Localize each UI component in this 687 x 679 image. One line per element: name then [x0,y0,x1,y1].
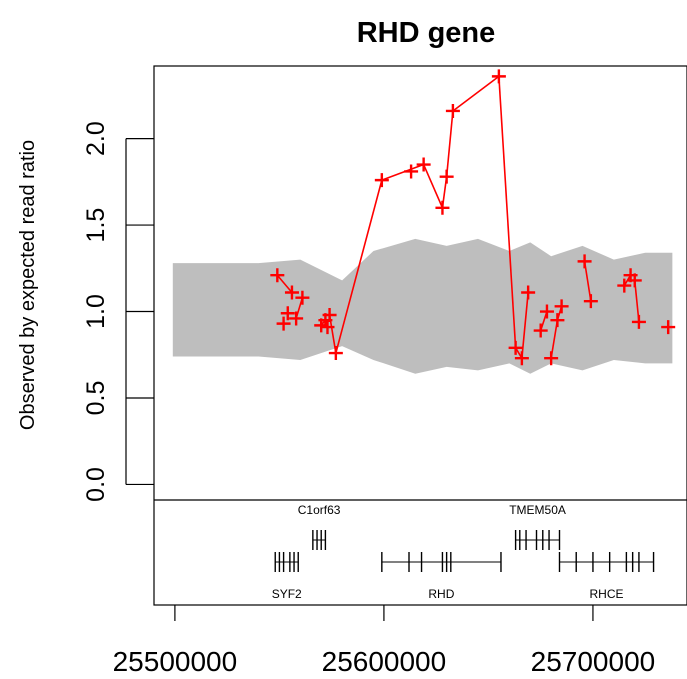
plot-frame [153,65,687,606]
ratio-point [289,311,304,326]
gene-label: RHCE [590,587,624,601]
ratio-line-segment [422,164,444,209]
ratio-point [416,157,431,172]
gene-rhce: RHCE [558,552,655,601]
y-tick-label: 0.5 [82,381,110,416]
x-tick-label: 25500000 [113,646,238,677]
ratio-point [320,320,335,335]
ratio-point [322,307,337,322]
y-tick-label: 0.0 [82,467,110,502]
ratio-point [435,200,450,215]
ratio-point [374,173,389,188]
ratio-line-segment [381,163,424,181]
ratio-point [280,306,295,321]
y-tick-label: 2.0 [82,121,110,156]
ratio-point [539,304,554,319]
ratio-points [270,69,676,366]
ratio-point [445,103,460,118]
ratio-point [514,351,529,366]
ratio-point [544,351,559,366]
ratio-point [328,346,343,361]
gene-rhd: RHD [381,552,502,601]
gene-tmem50a: TMEM50A [509,503,566,550]
gene-label: SYF2 [272,587,302,601]
x-tick-label: 25700000 [531,646,656,677]
ratio-point [521,285,536,300]
ratio-point [661,320,676,335]
ratio-point [631,314,646,329]
ratio-point [533,323,548,338]
gene-syf2: SYF2 [272,552,302,601]
ratio-line-segment [452,75,500,112]
ratio-point [404,164,419,179]
ratio-line-segment [521,292,529,359]
gene-label: RHD [428,587,454,601]
ratio-point [550,313,565,328]
gene-label: TMEM50A [509,503,566,517]
ratio-point [508,340,523,355]
ratio-point [554,299,569,314]
gene-c1orf63: C1orf63 [298,503,341,550]
axes: 0.0 0.5 1.0 1.5 2.0 25500000 25600000 25700000 [82,121,655,677]
y-axis-label: Observed by expected read ratio [17,140,39,430]
ratio-line-segment [498,76,517,348]
ratio-point [583,294,598,309]
gene-label: C1orf63 [298,503,341,517]
chart-title: RHD gene [357,17,496,49]
ratio-point [577,254,592,269]
ratio-point [276,316,291,331]
ratio-point [284,285,299,300]
ratio-point [270,268,285,283]
confidence-band-area [172,238,673,374]
y-tick-label: 1.0 [82,294,110,329]
ratio-point [617,278,632,293]
ratio-point [627,273,642,288]
y-tick-label: 1.5 [82,208,110,243]
ratio-line-segment [445,110,454,177]
x-tick-label: 25600000 [322,646,447,677]
ratio-point [439,169,454,184]
ratio-line-segment [276,274,293,294]
ratio-point [295,290,310,305]
gene-track: SYF2 C1orf63 RHD TMEM50A RHCE [272,503,655,601]
confidence-band [172,238,673,374]
ratio-point [491,69,506,84]
ratio-line-segment [335,179,383,354]
